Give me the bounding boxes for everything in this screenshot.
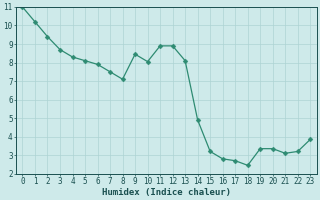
X-axis label: Humidex (Indice chaleur): Humidex (Indice chaleur) — [102, 188, 231, 197]
